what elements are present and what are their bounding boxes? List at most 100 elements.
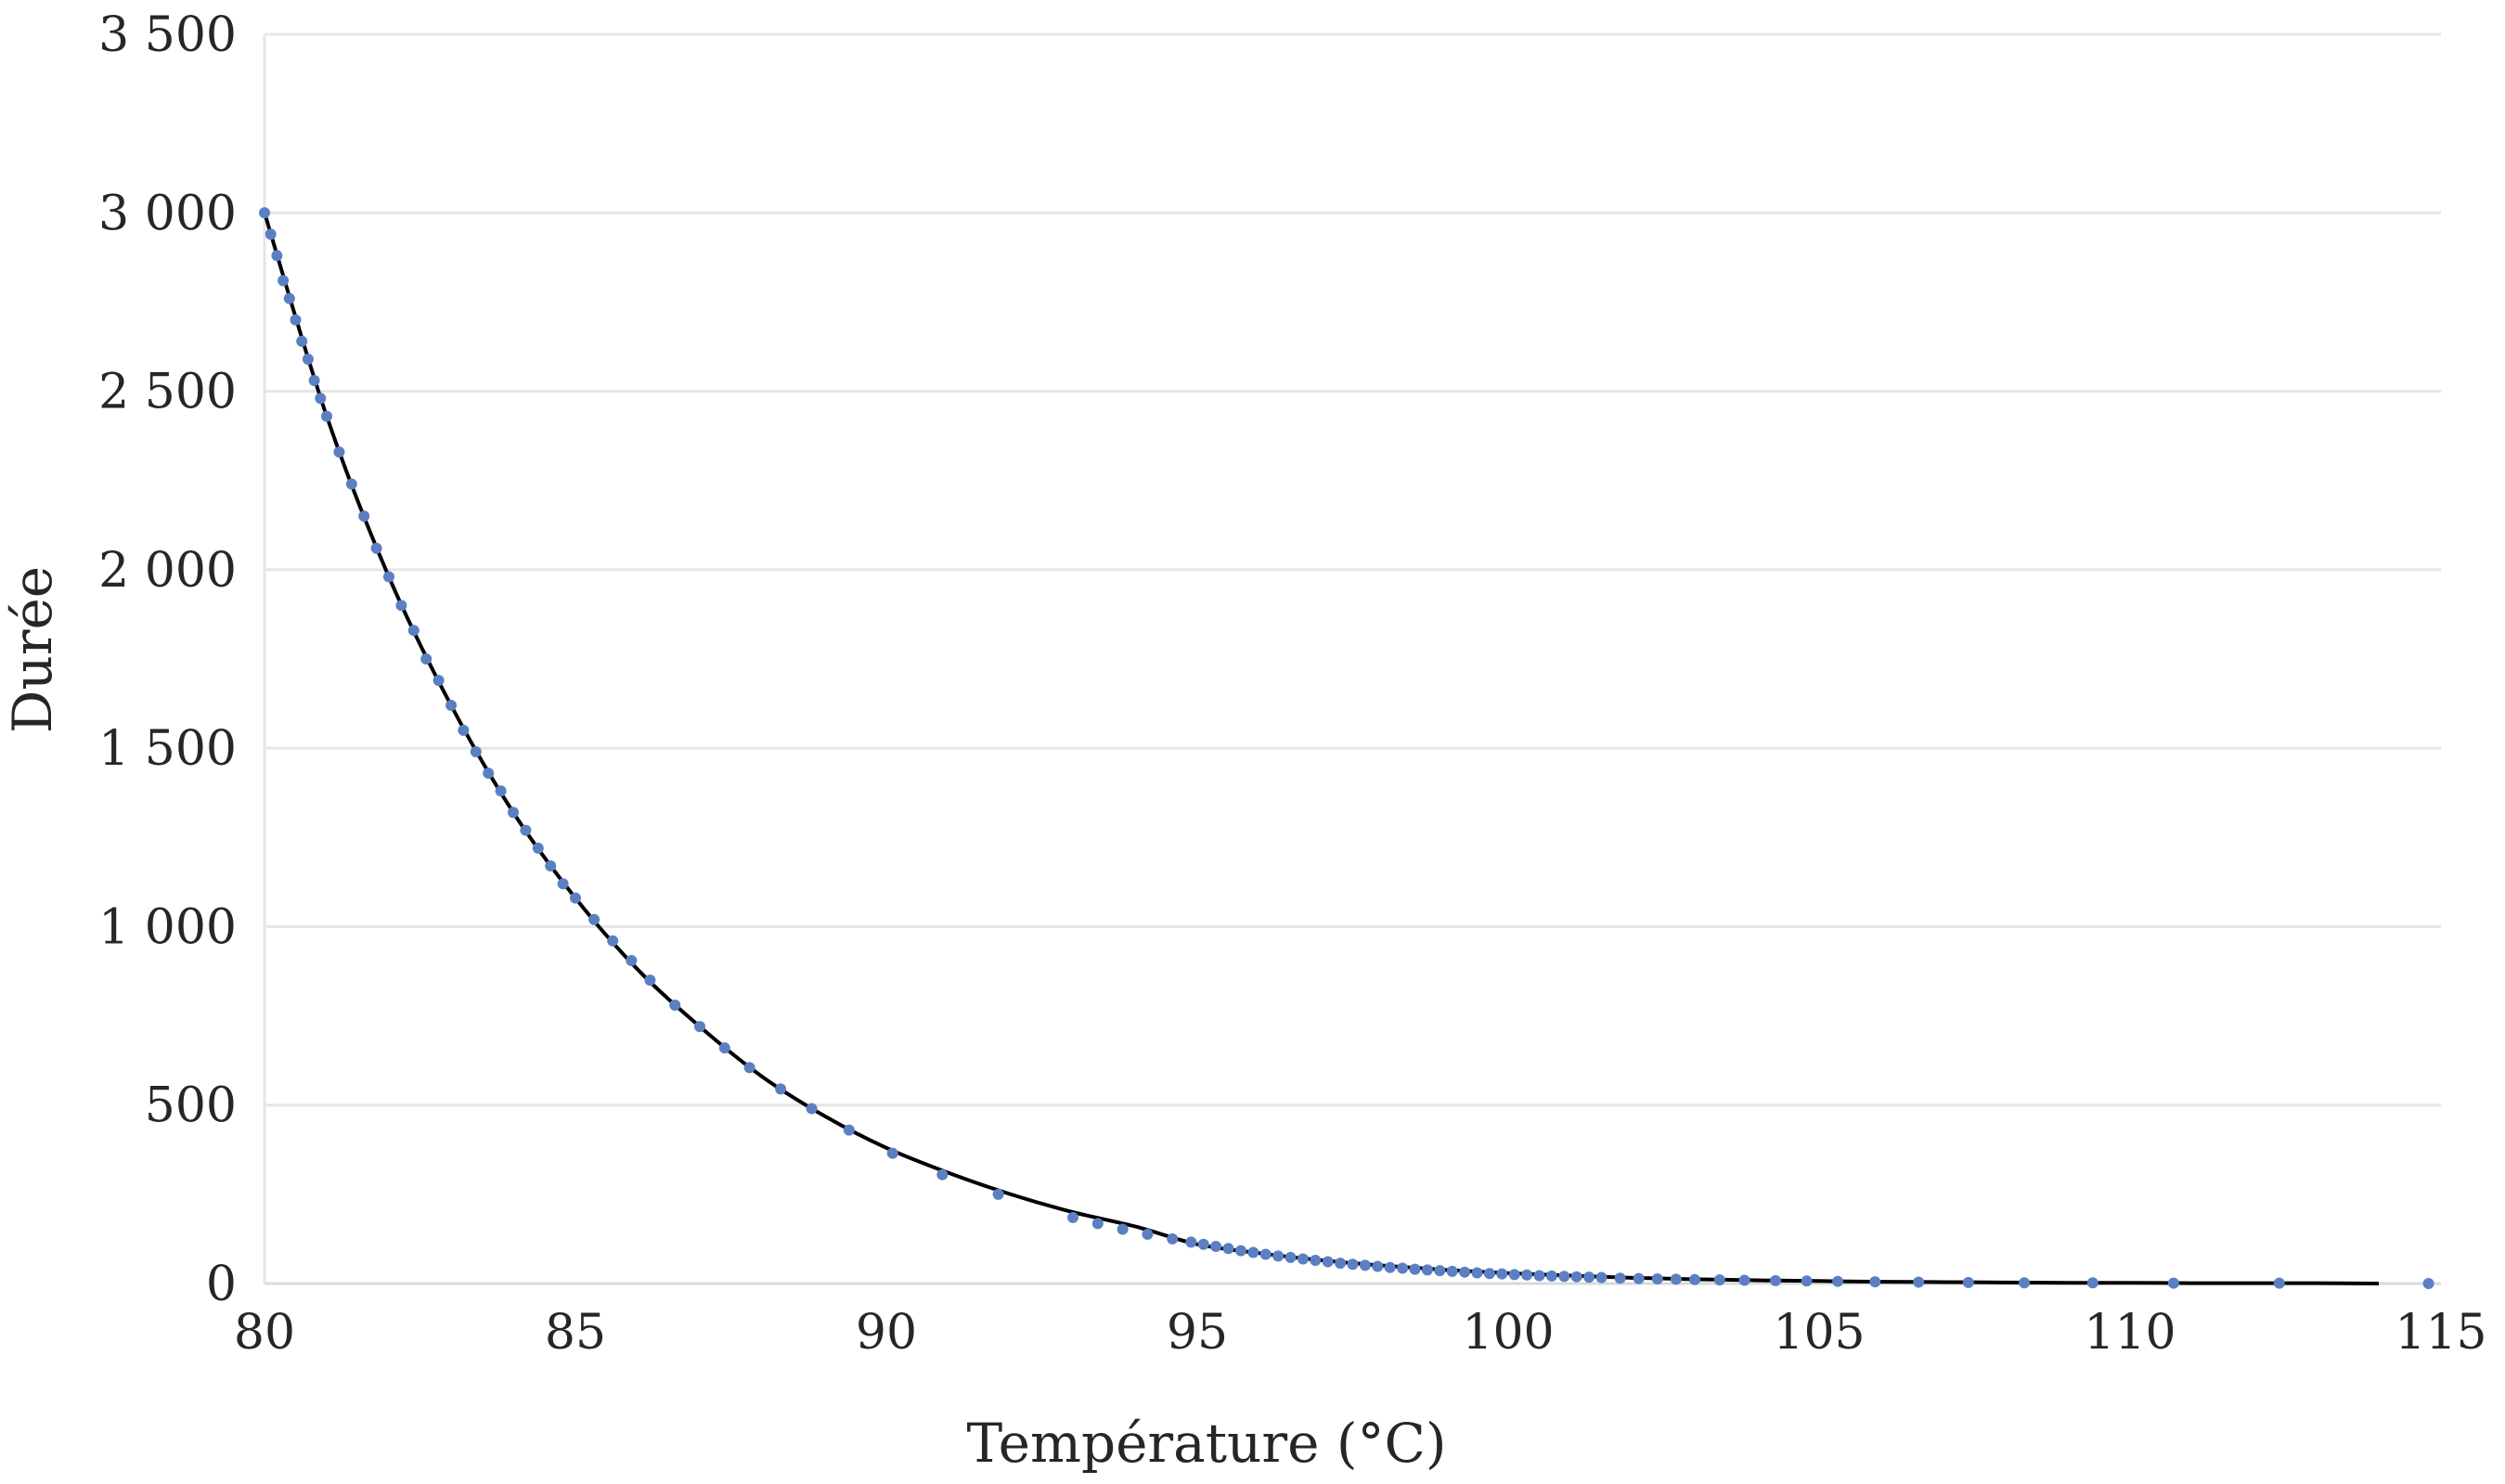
data-point	[775, 1083, 787, 1095]
data-point	[694, 1021, 705, 1033]
data-point	[1570, 1271, 1582, 1283]
grid-layer	[265, 32, 2441, 1285]
x-axis-title: Température (°C)	[966, 1412, 1446, 1475]
data-point	[545, 860, 557, 872]
x-tick-label: 90	[856, 1305, 917, 1361]
data-point	[1322, 1256, 1334, 1268]
data-point	[1689, 1273, 1700, 1285]
axis-layer	[263, 34, 2441, 1285]
data-point	[843, 1124, 855, 1136]
data-point	[1913, 1276, 1925, 1288]
data-point	[308, 375, 320, 387]
data-point	[520, 824, 532, 836]
x-tick-label: 110	[2084, 1305, 2176, 1361]
data-point	[458, 724, 470, 736]
x-tick-label: 85	[545, 1305, 606, 1361]
data-point	[495, 785, 507, 797]
data-point	[1222, 1243, 1234, 1255]
data-point	[2019, 1277, 2031, 1289]
data-point	[508, 807, 519, 819]
data-point	[445, 699, 457, 711]
data-point	[1713, 1274, 1725, 1286]
data-point	[1067, 1211, 1078, 1223]
data-point	[1272, 1250, 1285, 1262]
data-point	[265, 228, 277, 240]
data-point	[345, 478, 357, 490]
x-tick-label: 105	[1773, 1305, 1865, 1361]
data-point	[1770, 1274, 1782, 1286]
data-point	[607, 935, 619, 947]
data-point	[1384, 1261, 1396, 1273]
data-point	[383, 571, 394, 583]
data-point	[1651, 1273, 1663, 1285]
data-point	[1962, 1276, 1974, 1288]
data-point	[936, 1168, 949, 1181]
data-point	[296, 335, 308, 347]
y-tick-label: 1 000	[98, 899, 237, 955]
data-point	[259, 207, 270, 219]
data-point	[470, 745, 482, 757]
data-point	[2422, 1278, 2434, 1289]
y-tick-label: 2 500	[98, 365, 237, 420]
data-point	[1372, 1260, 1384, 1272]
data-point	[302, 353, 314, 365]
data-point	[1197, 1238, 1209, 1250]
data-point	[278, 275, 290, 287]
data-point	[321, 410, 332, 422]
data-point	[626, 954, 638, 966]
data-point	[395, 600, 407, 612]
data-point	[2273, 1277, 2285, 1289]
data-point	[570, 892, 581, 904]
data-point	[1670, 1273, 1682, 1285]
y-tick-label: 500	[145, 1078, 237, 1134]
data-point	[370, 542, 382, 554]
data-point	[1185, 1236, 1197, 1248]
data-point	[992, 1188, 1004, 1200]
data-point	[1347, 1258, 1359, 1271]
data-point	[1310, 1255, 1322, 1267]
data-point	[333, 445, 345, 458]
data-point	[1545, 1270, 1557, 1282]
data-point	[1234, 1245, 1246, 1257]
data-point	[718, 1042, 730, 1054]
data-point	[1210, 1241, 1222, 1253]
data-point	[1583, 1271, 1595, 1284]
data-point	[886, 1147, 898, 1159]
data-point	[1483, 1268, 1495, 1280]
data-point	[358, 510, 370, 523]
data-point	[1259, 1248, 1272, 1260]
data-point	[1409, 1263, 1421, 1275]
data-point	[1614, 1272, 1626, 1284]
data-point	[2086, 1277, 2098, 1289]
data-point	[1471, 1267, 1483, 1279]
data-point	[557, 878, 569, 890]
data-point	[1633, 1272, 1645, 1284]
data-point	[1521, 1269, 1533, 1281]
data-point	[1459, 1266, 1471, 1278]
data-point	[420, 653, 433, 665]
data-point	[1869, 1276, 1881, 1288]
data-point	[644, 974, 656, 987]
data-point	[1335, 1258, 1347, 1270]
data-point	[315, 393, 327, 405]
data-point	[1117, 1223, 1129, 1235]
data-point	[407, 625, 420, 637]
x-tick-label: 115	[2395, 1305, 2486, 1361]
y-tick-label: 3 000	[98, 186, 237, 241]
data-point	[1091, 1218, 1104, 1230]
data-point	[743, 1062, 755, 1074]
data-point	[1397, 1262, 1409, 1274]
data-point	[588, 913, 600, 925]
data-point	[1359, 1259, 1371, 1271]
data-point	[483, 768, 495, 780]
x-tick-label: 80	[234, 1305, 295, 1361]
data-point	[1508, 1269, 1520, 1281]
data-point	[1446, 1265, 1458, 1277]
data-point	[1167, 1232, 1179, 1245]
y-tick-label: 0	[206, 1257, 237, 1312]
data-point	[1297, 1253, 1309, 1265]
data-point	[1247, 1246, 1259, 1258]
y-tick-label: 1 500	[98, 721, 237, 777]
